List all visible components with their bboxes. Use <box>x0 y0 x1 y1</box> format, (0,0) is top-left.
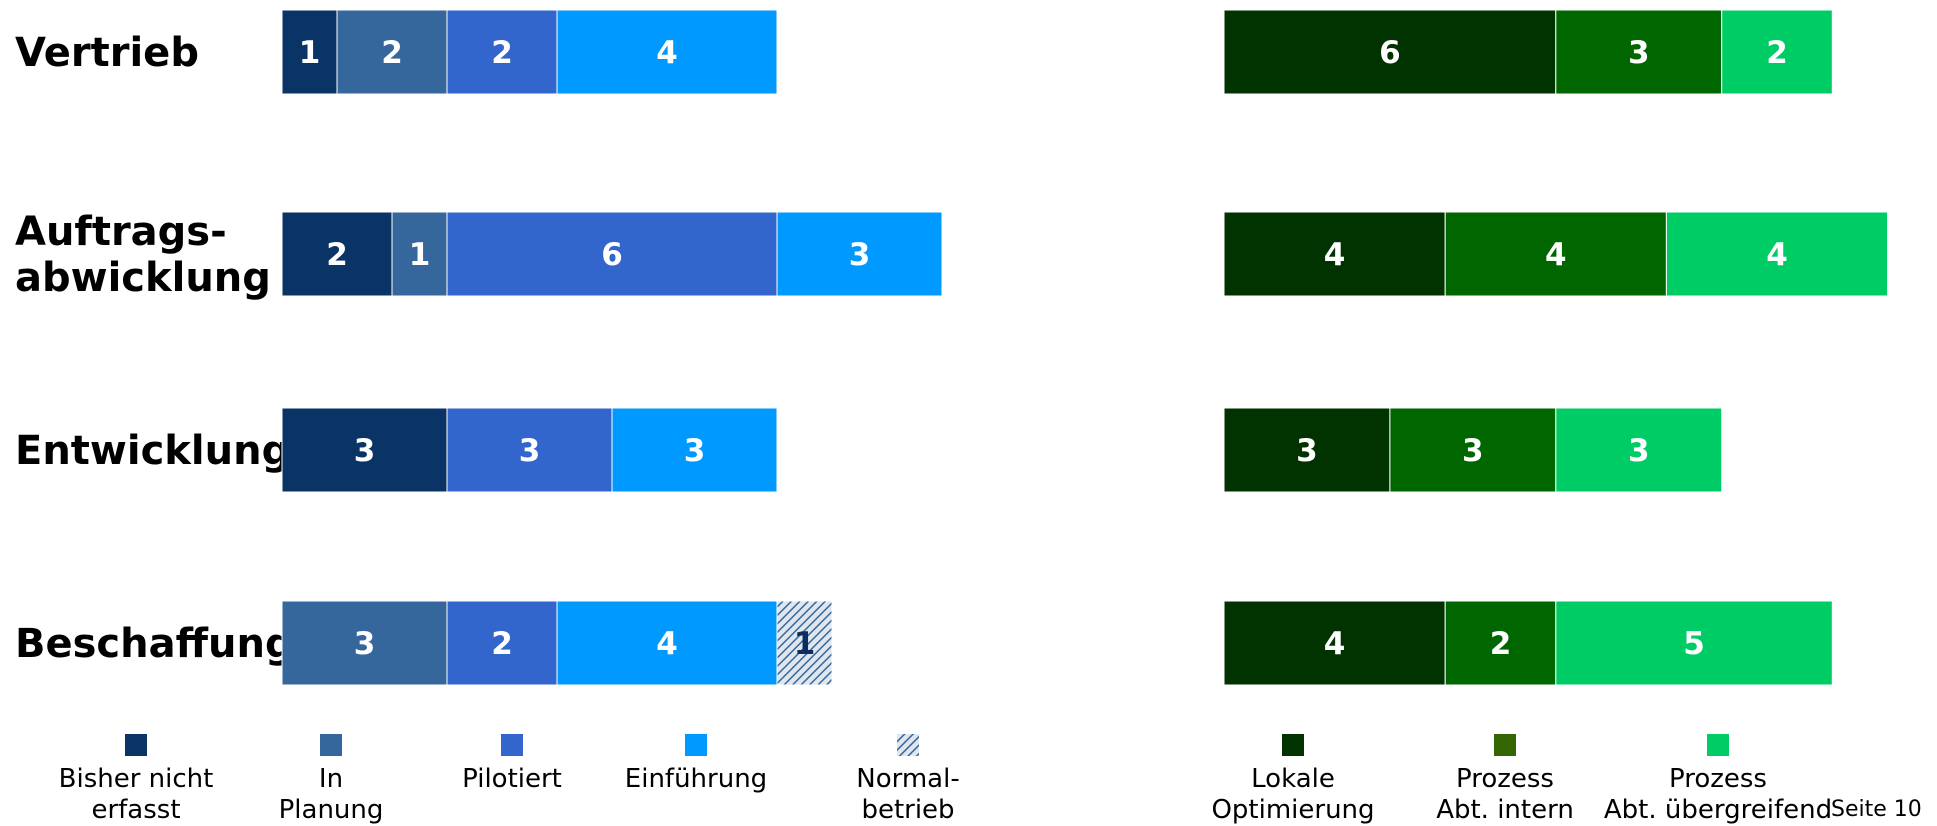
row-label-vertrieb: Vertrieb <box>15 30 199 76</box>
left-bar-auftrags-abwicklung-pilotiert <box>446 211 778 297</box>
left-legend-label-einführung: Einführung <box>625 764 767 794</box>
right-legend-label-prozess-abt-intern: Prozess <box>1456 764 1554 794</box>
right-bar-entwicklung-lokale-optimierung <box>1223 407 1391 493</box>
left-legend-swatch-in-planung <box>320 734 342 756</box>
left-legend-label-normalbetrieb: betrieb <box>861 795 954 825</box>
left-value-label-vertrieb-bisher-nicht-erfasst: 1 <box>299 35 321 71</box>
right-bar-beschaffung-lokale-optimierung <box>1223 600 1446 686</box>
right-value-label-vertrieb-prozess-abt-übergreifend: 2 <box>1766 35 1788 71</box>
right-value-label-auftrags-abwicklung-lokale-optimierung: 4 <box>1324 237 1346 273</box>
row-label-auftrags-abwicklung: abwicklung <box>15 255 271 301</box>
left-value-label-vertrieb-einführung: 4 <box>656 35 678 71</box>
page-number: Seite 10 <box>1831 797 1922 822</box>
left-value-label-entwicklung-bisher-nicht-erfasst: 3 <box>354 433 376 469</box>
right-bar-vertrieb-prozess-abt-intern <box>1555 9 1723 95</box>
right-legend-swatch-lokale-optimierung <box>1282 734 1304 756</box>
left-legend-swatch-einführung <box>685 734 707 756</box>
left-bar-entwicklung-einführung <box>611 407 778 493</box>
right-bar-entwicklung-prozess-abt-intern <box>1389 407 1557 493</box>
right-legend-swatch-prozess-abt-übergreifend <box>1707 734 1729 756</box>
left-legend-label-pilotiert: Pilotiert <box>462 764 562 794</box>
right-value-label-entwicklung-prozess-abt-intern: 3 <box>1462 433 1484 469</box>
left-bar-vertrieb-einführung <box>556 9 778 95</box>
left-legend-swatch-normalbetrieb <box>897 734 919 756</box>
right-legend-label-prozess-abt-übergreifend: Abt. übergreifend <box>1604 795 1832 825</box>
left-bar-vertrieb-pilotiert <box>446 9 558 95</box>
left-bar-auftrags-abwicklung-einführung <box>776 211 943 297</box>
left-value-label-auftrags-abwicklung-pilotiert: 6 <box>601 237 623 273</box>
right-value-label-auftrags-abwicklung-prozess-abt-übergreifend: 4 <box>1766 237 1788 273</box>
row-label-auftrags-abwicklung: Auftrags- <box>15 209 227 255</box>
left-value-label-entwicklung-einführung: 3 <box>684 433 706 469</box>
right-legend-swatch-prozess-abt-intern <box>1494 734 1516 756</box>
right-value-label-auftrags-abwicklung-prozess-abt-intern: 4 <box>1545 237 1567 273</box>
left-bar-beschaffung-normalbetrieb <box>776 600 833 686</box>
left-bar-beschaffung-in-planung <box>281 600 448 686</box>
left-value-label-vertrieb-in-planung: 2 <box>381 35 403 71</box>
right-bar-beschaffung-prozess-abt-übergreifend <box>1555 600 1833 686</box>
left-bar-auftrags-abwicklung-in-planung <box>391 211 448 297</box>
left-bar-entwicklung-bisher-nicht-erfasst <box>281 407 448 493</box>
left-chart-bars: 1 2 2 4 2 1 6 3 3 3 3 3 2 4 1 <box>281 9 943 686</box>
left-legend-label-in-planung: Planung <box>279 795 384 825</box>
left-bar-vertrieb-in-planung <box>336 9 448 95</box>
row-label-beschaffung: Beschaffung <box>15 621 294 667</box>
right-value-label-beschaffung-prozess-abt-intern: 2 <box>1490 626 1512 662</box>
right-value-label-beschaffung-lokale-optimierung: 4 <box>1324 626 1346 662</box>
left-value-label-auftrags-abwicklung-bisher-nicht-erfasst: 2 <box>326 237 348 273</box>
left-value-label-entwicklung-pilotiert: 3 <box>519 433 541 469</box>
left-value-label-beschaffung-einführung: 4 <box>656 626 678 662</box>
right-bar-auftrags-abwicklung-prozess-abt-intern <box>1444 211 1667 297</box>
left-legend-label-normalbetrieb: Normal- <box>856 764 959 794</box>
left-value-label-vertrieb-pilotiert: 2 <box>491 35 513 71</box>
right-value-label-beschaffung-prozess-abt-übergreifend: 5 <box>1683 626 1705 662</box>
left-bar-beschaffung-einführung <box>556 600 778 686</box>
right-bar-entwicklung-prozess-abt-übergreifend <box>1555 407 1723 493</box>
right-value-label-entwicklung-lokale-optimierung: 3 <box>1296 433 1318 469</box>
left-bar-beschaffung-pilotiert <box>446 600 558 686</box>
left-value-label-beschaffung-pilotiert: 2 <box>491 626 513 662</box>
left-value-label-beschaffung-normalbetrieb: 1 <box>794 626 816 662</box>
right-bar-auftrags-abwicklung-lokale-optimierung <box>1223 211 1446 297</box>
left-bar-entwicklung-pilotiert <box>446 407 613 493</box>
row-label-entwicklung: Entwicklung <box>15 428 290 474</box>
right-legend-label-prozess-abt-intern: Abt. intern <box>1436 795 1574 825</box>
left-legend-swatch-pilotiert <box>501 734 523 756</box>
right-legend-label-prozess-abt-übergreifend: Prozess <box>1669 764 1767 794</box>
left-value-label-auftrags-abwicklung-einführung: 3 <box>849 237 871 273</box>
right-value-label-entwicklung-prozess-abt-übergreifend: 3 <box>1628 433 1650 469</box>
right-bar-vertrieb-lokale-optimierung <box>1223 9 1557 95</box>
left-bar-auftrags-abwicklung-bisher-nicht-erfasst <box>281 211 393 297</box>
right-value-label-vertrieb-lokale-optimierung: 6 <box>1379 35 1401 71</box>
right-legend-label-lokale-optimierung: Optimierung <box>1211 795 1374 825</box>
left-value-label-auftrags-abwicklung-in-planung: 1 <box>409 237 431 273</box>
right-bar-auftrags-abwicklung-prozess-abt-übergreifend <box>1665 211 1889 297</box>
right-chart-bars: 6 3 2 4 4 4 3 3 3 4 2 5 <box>1223 9 1889 686</box>
left-legend-swatch-bisher-nicht-erfasst <box>125 734 147 756</box>
left-value-label-beschaffung-in-planung: 3 <box>354 626 376 662</box>
left-legend-label-in-planung: In <box>319 764 343 794</box>
right-value-label-vertrieb-prozess-abt-intern: 3 <box>1628 35 1650 71</box>
left-bar-vertrieb-bisher-nicht-erfasst <box>281 9 338 95</box>
right-bar-vertrieb-prozess-abt-übergreifend <box>1721 9 1833 95</box>
left-legend-label-bisher-nicht-erfasst: Bisher nicht <box>59 764 214 794</box>
row-labels: Vertrieb Auftrags-abwicklung Entwicklung Be… <box>15 30 294 667</box>
right-legend-label-lokale-optimierung: Lokale <box>1251 764 1335 794</box>
left-legend-label-bisher-nicht-erfasst: erfasst <box>91 795 180 825</box>
